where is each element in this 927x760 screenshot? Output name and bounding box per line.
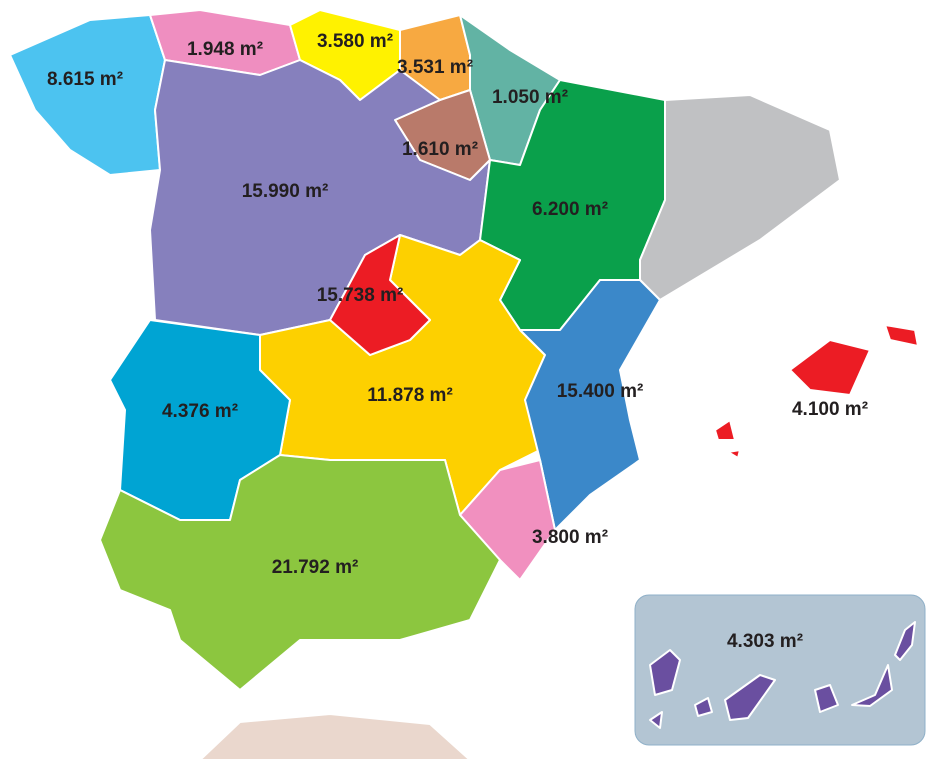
africa: [199, 713, 471, 760]
canary-box: [634, 594, 926, 746]
region-label: 21.792 m²: [272, 557, 359, 578]
region-label: 11.878 m²: [367, 385, 453, 406]
region-label: 3.800 m²: [532, 527, 608, 548]
valencia: [519, 279, 661, 531]
labels: 8.615 m² 1.948 m² 3.580 m² 3.531 m² 1.05…: [47, 31, 868, 652]
region-label: 15.738 m²: [317, 285, 404, 306]
region-label: 1.948 m²: [187, 39, 263, 60]
region-label: 15.990 m²: [242, 181, 329, 202]
region-label: 4.303 m²: [727, 631, 803, 652]
ibiza: [714, 419, 736, 441]
island: [649, 711, 663, 729]
region-label: 6.200 m²: [532, 199, 608, 220]
island: [814, 684, 839, 713]
mallorca: [789, 339, 871, 396]
region-label: 4.376 m²: [162, 401, 238, 422]
menorca: [884, 324, 919, 347]
region-label: 8.615 m²: [47, 69, 123, 90]
region-label: 3.531 m²: [397, 57, 473, 78]
madrid: [329, 234, 431, 356]
island: [694, 697, 713, 717]
region-label: 15.400 m²: [557, 381, 644, 402]
andalucia: [99, 454, 501, 691]
region-label: 1.050 m²: [492, 87, 568, 108]
galicia: [9, 14, 166, 176]
region-label: 4.100 m²: [792, 399, 868, 420]
region-label: 1.610 m²: [402, 139, 478, 160]
island: [851, 664, 893, 707]
island: [649, 649, 681, 696]
formentera: [727, 449, 741, 459]
catalonia: [639, 94, 841, 301]
island: [724, 674, 776, 721]
region-label: 3.580 m²: [317, 31, 393, 52]
island: [894, 621, 916, 661]
